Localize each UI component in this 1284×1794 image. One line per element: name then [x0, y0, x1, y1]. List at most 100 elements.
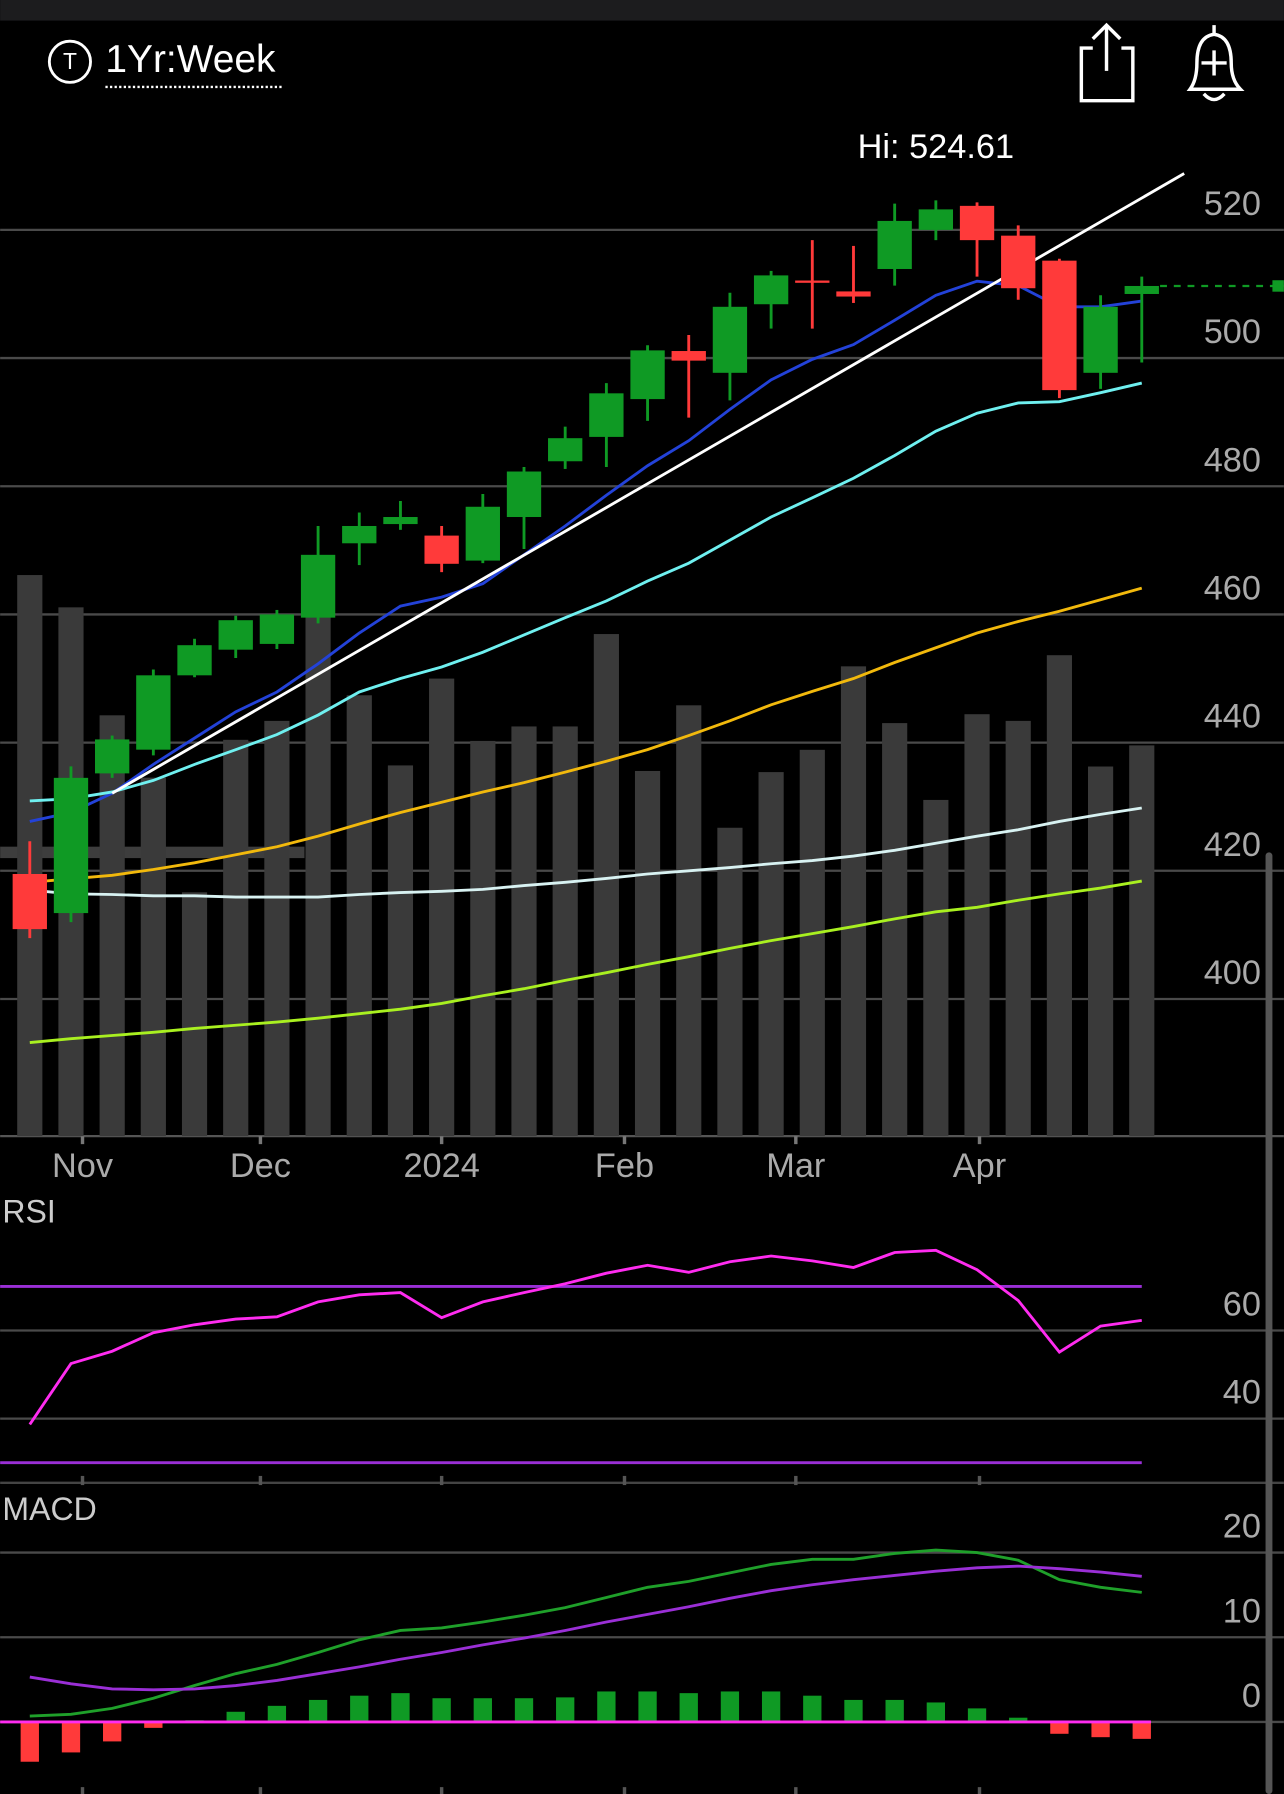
candle-body	[383, 517, 418, 525]
candle-body	[918, 209, 954, 230]
macd-histogram-bar	[514, 1698, 534, 1722]
volume-bar	[264, 720, 290, 1137]
candle-body	[506, 471, 542, 518]
y-tick-label: 60	[1223, 1286, 1261, 1324]
share-box	[1079, 46, 1135, 103]
volume-bar	[305, 617, 331, 1137]
macd-histogram-bar	[638, 1691, 657, 1722]
candle-body	[136, 675, 171, 750]
candle-body	[177, 645, 212, 676]
share-button[interactable]	[1079, 22, 1135, 103]
volume-bar	[511, 726, 537, 1137]
x-tick-label: Nov	[52, 1147, 114, 1185]
macd-histogram-bar	[720, 1691, 740, 1722]
x-tick-label: 2024	[403, 1147, 479, 1185]
period-icon-letter: T	[63, 48, 77, 74]
y-tick-label: 460	[1204, 569, 1261, 607]
last-price-marker	[1272, 280, 1284, 292]
y-tick-label: 520	[1204, 185, 1261, 223]
volume-bar	[758, 772, 784, 1137]
candle-body	[12, 873, 47, 930]
volume-bar	[593, 634, 619, 1137]
candle-body	[424, 535, 459, 564]
candle-body	[753, 275, 789, 305]
period-label: 1Yr:Week	[105, 38, 276, 81]
macd-histogram-bar	[1091, 1721, 1110, 1738]
indicator-line	[29, 586, 1143, 884]
volume-bar	[552, 726, 578, 1137]
y-tick-label: 500	[1204, 313, 1261, 351]
candle-body	[465, 506, 500, 561]
candle-body	[630, 350, 665, 400]
y-tick-label: 10	[1223, 1592, 1261, 1630]
candle-body	[95, 739, 130, 774]
x-tick-label: Apr	[953, 1147, 1006, 1185]
macd-histogram-bar	[1009, 1717, 1028, 1722]
scrollbar[interactable]	[1265, 852, 1273, 1794]
candle-body	[259, 614, 295, 644]
candle-body	[1042, 260, 1077, 391]
y-tick-label: 400	[1204, 954, 1261, 992]
candle-body	[671, 351, 706, 361]
volume-bar	[882, 723, 908, 1137]
macd-histogram-bar	[226, 1711, 245, 1722]
status-strip	[0, 0, 1284, 21]
bell-plus	[1201, 50, 1227, 76]
volume-bar	[470, 740, 496, 1137]
y-tick-label: 480	[1204, 441, 1261, 479]
indicator-line	[29, 1564, 1142, 1692]
candle-body	[1083, 306, 1118, 373]
indicator-line	[29, 381, 1143, 803]
candle-body	[836, 291, 871, 297]
candle-body	[712, 306, 748, 373]
period-selector[interactable]: T 1Yr:Week	[47, 38, 282, 89]
volume-bar	[140, 777, 166, 1137]
indicator-line	[29, 806, 1142, 899]
macd-histogram-bar	[61, 1721, 81, 1753]
volume-bar	[964, 714, 990, 1137]
macd-histogram-bar	[391, 1693, 410, 1722]
candle-body	[300, 554, 336, 618]
volume-bar	[223, 739, 249, 1137]
volume-bar	[1129, 745, 1155, 1137]
macd-histogram-bar	[597, 1691, 616, 1722]
macd-histogram-bar	[144, 1721, 163, 1728]
macd-histogram-bar	[103, 1721, 122, 1742]
share-arrow	[1091, 22, 1122, 71]
macd-histogram-bar	[803, 1695, 822, 1722]
panel-title: MACD	[2, 1491, 96, 1527]
x-tick-label: Feb	[595, 1147, 654, 1185]
candle-body	[589, 393, 624, 437]
volume-bar	[840, 666, 867, 1137]
indicator-line	[29, 1548, 1142, 1718]
candle-body	[795, 280, 830, 283]
volume-bar	[717, 827, 743, 1137]
volume-bar	[429, 678, 455, 1137]
alert-button[interactable]	[1186, 25, 1245, 102]
candle-body	[53, 777, 89, 914]
macd-histogram-bar	[1132, 1721, 1151, 1739]
volume-bar	[387, 765, 414, 1137]
volume-bar	[676, 705, 702, 1137]
macd-histogram-bar	[1050, 1721, 1069, 1734]
macd-histogram-bar	[844, 1699, 863, 1722]
bell	[1186, 25, 1245, 102]
volume-bar	[1088, 766, 1114, 1137]
macd-histogram-bar	[308, 1699, 328, 1722]
volume-bar	[181, 892, 208, 1137]
macd-histogram-bar	[20, 1721, 39, 1762]
volume-bar	[799, 749, 825, 1137]
macd-histogram-bar	[885, 1699, 904, 1722]
y-tick-label: 40	[1223, 1374, 1261, 1412]
candle-body	[342, 525, 377, 544]
macd-histogram-bar	[967, 1708, 987, 1722]
volume-bar	[1005, 720, 1031, 1137]
indicator-line	[29, 879, 1143, 1044]
y-tick-label: 440	[1204, 698, 1261, 736]
volume-bar	[634, 770, 661, 1137]
macd-histogram-bar	[267, 1705, 287, 1722]
macd-histogram-bar	[679, 1693, 698, 1722]
candle-body	[218, 620, 253, 650]
high-annotation: Hi: 524.61	[858, 128, 1014, 166]
